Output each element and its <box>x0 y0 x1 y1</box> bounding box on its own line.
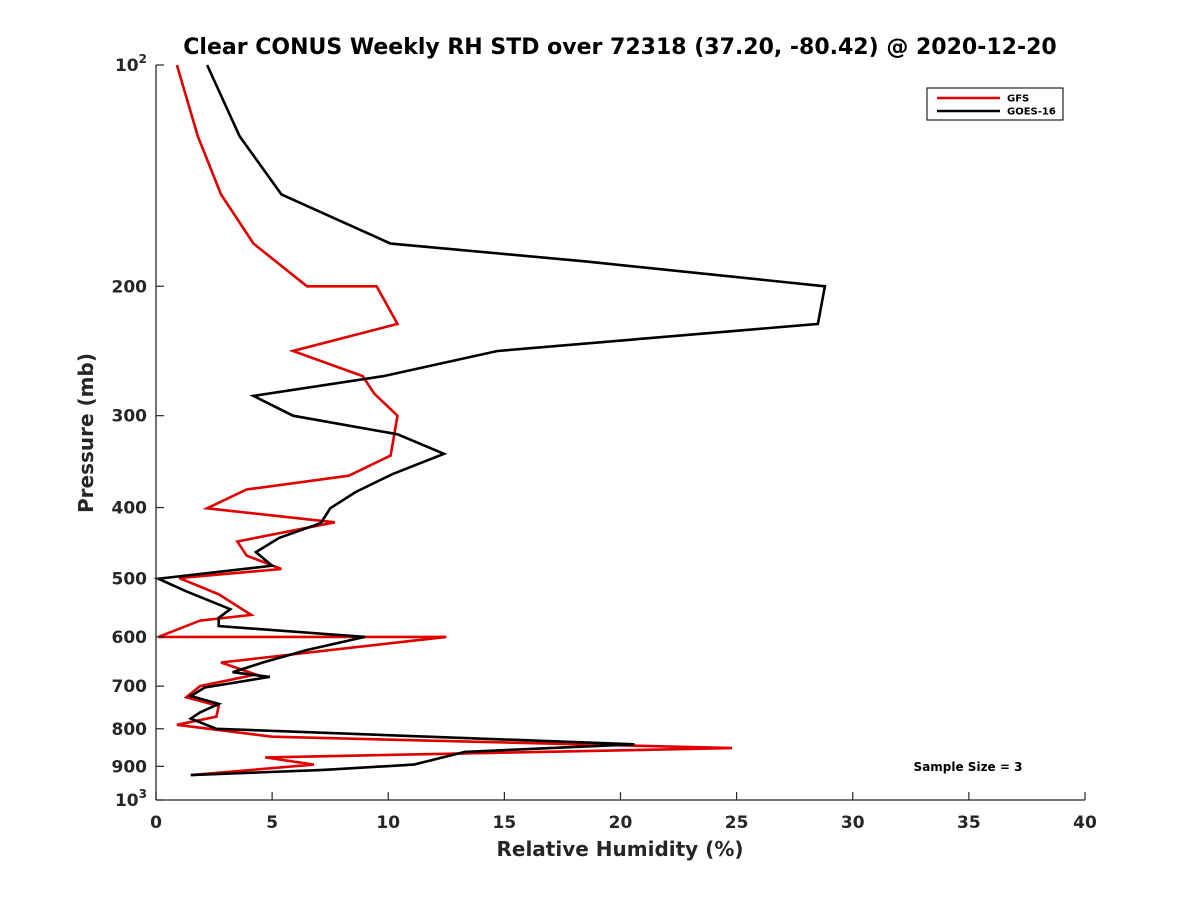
plot-area: 0 5 10 15 20 25 30 35 40 10220030040050060070080… <box>112 52 1097 833</box>
series-line-goes-16 <box>153 64 827 777</box>
x-tick-label: 5 <box>266 813 278 833</box>
x-ticks: 0 5 10 15 20 25 30 35 40 <box>150 792 1097 833</box>
legend: GFS GOES-16 <box>926 87 1064 121</box>
y-tick-label: 400 <box>112 499 148 519</box>
y-tick-label: 800 <box>112 720 148 740</box>
x-tick-label: 0 <box>150 813 162 833</box>
y-tick-label: 200 <box>112 277 148 297</box>
x-tick-label: 25 <box>725 813 749 833</box>
y-tick-label: 103 <box>115 787 147 811</box>
x-axis-label: Relative Humidity (%) <box>496 837 743 861</box>
y-tick-label-base: 10 <box>115 791 139 811</box>
sample-size-annotation: Sample Size = 3 <box>914 760 1023 774</box>
legend-label: GOES-16 <box>1007 107 1056 118</box>
y-tick-label: 102 <box>115 52 147 76</box>
legend-box <box>926 87 1064 121</box>
series-line-gfs <box>157 64 733 777</box>
y-tick-label-exponent: 2 <box>139 52 147 66</box>
x-tick-label: 15 <box>493 813 517 833</box>
x-tick-label: 40 <box>1073 813 1097 833</box>
y-tick-label-exponent: 3 <box>139 787 147 801</box>
x-tick-label: 20 <box>609 813 633 833</box>
y-tick-label-base: 10 <box>115 56 139 76</box>
x-tick-label: 30 <box>841 813 865 833</box>
y-tick-label: 900 <box>112 757 148 777</box>
chart-title: Clear CONUS Weekly RH STD over 72318 (37… <box>183 35 1056 60</box>
y-tick-label: 700 <box>112 677 148 697</box>
y-tick-label: 600 <box>112 628 148 648</box>
x-tick-label: 35 <box>957 813 981 833</box>
legend-label: GFS <box>1007 94 1029 105</box>
legend-entries: GFS GOES-16 <box>937 94 1056 118</box>
y-axis-label: Pressure (mb) <box>74 353 98 513</box>
x-tick-label: 10 <box>376 813 400 833</box>
y-tick-label: 500 <box>112 570 148 590</box>
series-layer <box>153 64 827 777</box>
y-tick-label: 300 <box>112 407 148 427</box>
